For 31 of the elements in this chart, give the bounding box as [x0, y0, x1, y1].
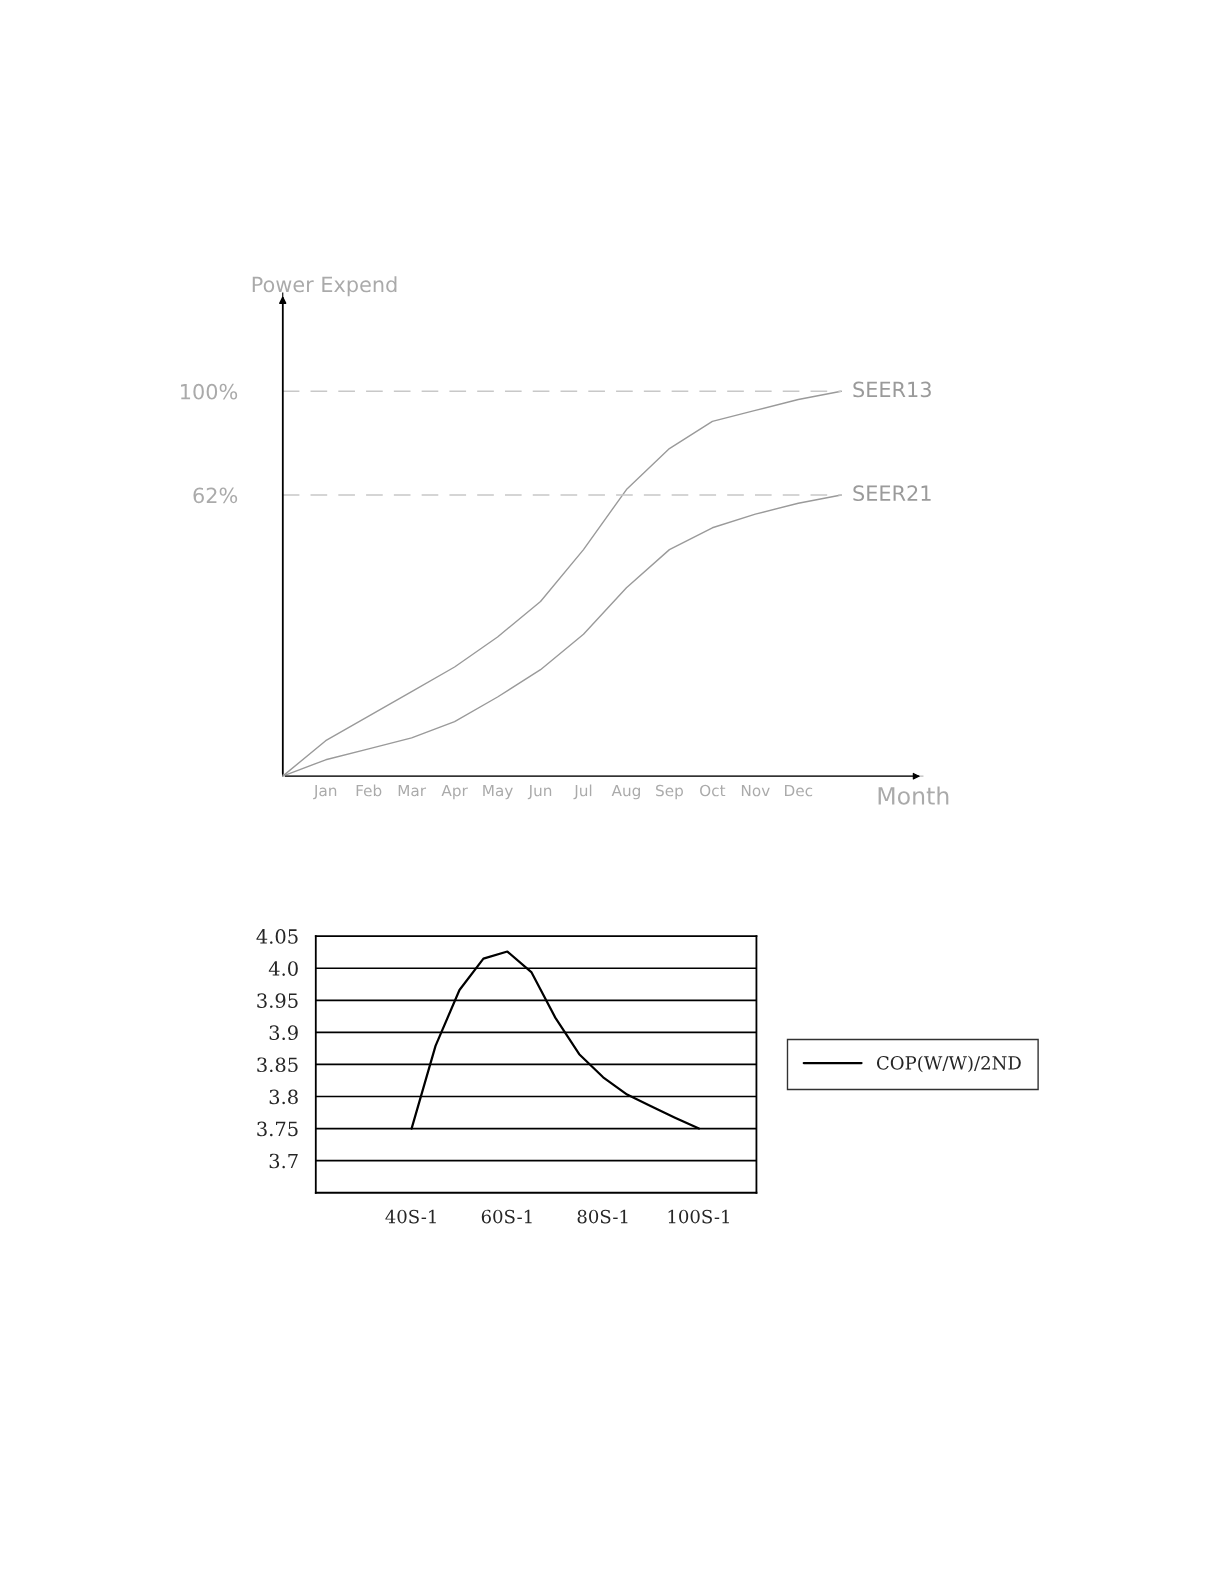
- x-tick-label: 40S-1: [385, 1209, 436, 1224]
- x-tick-label: Dec: [785, 784, 813, 797]
- x-tick-label: Jul: [573, 784, 592, 800]
- x-tick-label: Jun: [527, 784, 552, 800]
- y-tick-label: 3.75: [257, 1121, 298, 1137]
- y-tick-label: 4.0: [268, 961, 298, 976]
- x-tick-label: Mar: [398, 784, 427, 797]
- series-label: SEER13: [853, 381, 931, 398]
- x-tick-label: Sep: [656, 784, 683, 800]
- x-tick-label: 60S-1: [481, 1209, 532, 1224]
- y-tick-label: 4.05: [256, 929, 298, 944]
- series-label: SEER21: [853, 485, 931, 502]
- x-tick-label: May: [483, 784, 513, 800]
- x-tick-label: 100S-1: [668, 1209, 729, 1224]
- legend-label: COP(W/W)/2ND: [876, 1055, 1021, 1073]
- y-tick-label: 3.9: [269, 1025, 298, 1041]
- y-tick-label: 3.95: [257, 993, 298, 1008]
- y-tick-label: 3.7: [269, 1153, 298, 1169]
- x-tick-label: Apr: [441, 784, 468, 800]
- y-tick-label: 62%: [193, 487, 238, 504]
- x-tick-label: Nov: [741, 784, 770, 797]
- x-tick-label: Feb: [356, 784, 382, 797]
- y-axis-title: Power Expend: [252, 276, 397, 297]
- x-axis-title: Month: [878, 786, 949, 805]
- x-tick-label: Oct: [700, 784, 726, 797]
- y-tick-label: 100%: [181, 383, 238, 400]
- x-tick-label: 80S-1: [577, 1209, 628, 1224]
- y-tick-label: 3.8: [269, 1089, 298, 1105]
- y-tick-label: 3.85: [257, 1057, 298, 1073]
- x-tick-label: Aug: [611, 784, 640, 800]
- x-tick-label: Jan: [313, 784, 337, 800]
